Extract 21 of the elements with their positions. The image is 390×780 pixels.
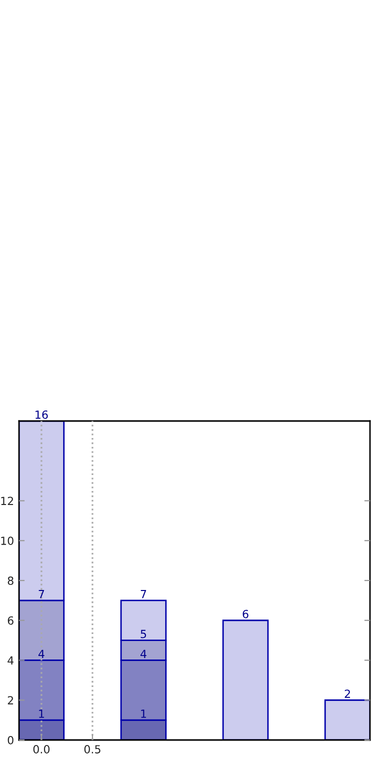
- y-tick-label: 8: [8, 576, 14, 585]
- y-tick-label: 12: [1, 496, 14, 505]
- x-tick-label: 0.0: [33, 745, 50, 754]
- y-tick-label: 4: [8, 656, 14, 664]
- annotation: 7: [140, 590, 146, 598]
- bar: [222, 620, 269, 740]
- annotation: 4: [38, 650, 44, 658]
- x-tick-label: 0.5: [84, 745, 100, 754]
- y-tick-label: 6: [8, 616, 14, 625]
- annotation: 6: [242, 610, 248, 618]
- annotation: 16: [36, 410, 48, 419]
- y-tick-label: 10: [1, 536, 14, 546]
- annotation: 2: [344, 690, 350, 698]
- annotation: 4: [140, 650, 146, 658]
- y-tick-label: 0: [8, 736, 14, 744]
- annotation: 5: [140, 630, 146, 638]
- annotation: 7: [38, 590, 44, 598]
- bar: [324, 699, 370, 740]
- annotation: 1: [39, 710, 44, 718]
- y-tick-label: 2: [8, 696, 14, 704]
- annotation: 1: [141, 710, 146, 718]
